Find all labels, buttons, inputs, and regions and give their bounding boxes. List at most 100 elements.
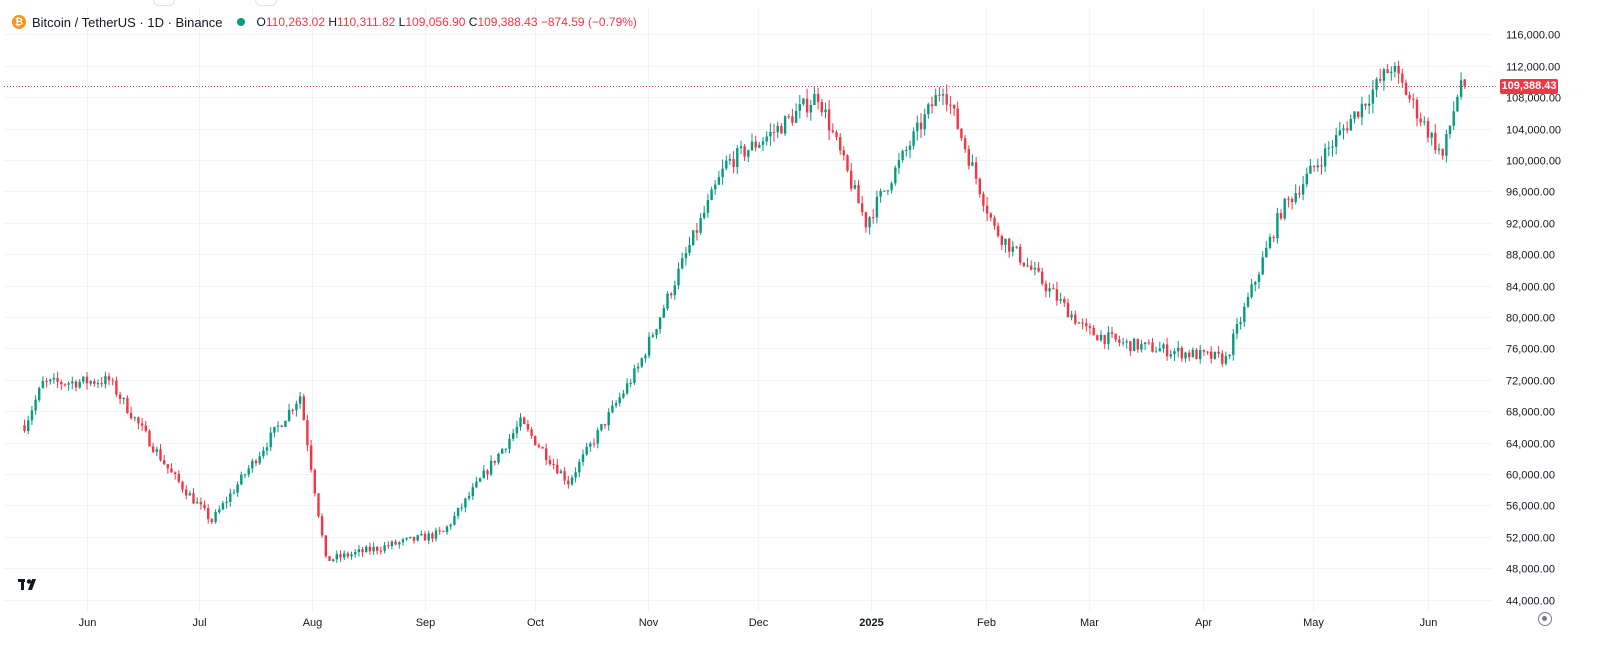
candle xyxy=(1335,127,1338,155)
candle-body xyxy=(456,508,460,516)
candle xyxy=(1309,159,1312,174)
candle xyxy=(504,448,507,453)
candle-body xyxy=(890,183,893,191)
ohlc-values: O110,263.02 H110,311.82 L109,056.90 C109… xyxy=(257,15,637,29)
candle xyxy=(1235,317,1239,340)
candle xyxy=(1232,328,1235,361)
candle xyxy=(1063,296,1066,307)
candle-body xyxy=(218,509,221,513)
candle-body xyxy=(1055,289,1059,301)
candle-body xyxy=(967,149,970,166)
candle xyxy=(1463,79,1466,89)
candle-body xyxy=(1026,265,1029,267)
candle-body xyxy=(1305,173,1308,185)
candle-body xyxy=(273,426,276,433)
candle xyxy=(574,467,577,483)
candle xyxy=(453,511,456,526)
candle-body xyxy=(1316,165,1319,168)
candle-body xyxy=(879,190,882,197)
candle xyxy=(1048,282,1051,298)
candle xyxy=(67,381,70,391)
candle-body xyxy=(1357,111,1360,118)
candle xyxy=(140,417,144,432)
candle xyxy=(126,395,129,414)
candle xyxy=(346,551,350,559)
candle xyxy=(218,505,221,514)
candle xyxy=(1338,121,1341,136)
candle-body xyxy=(824,109,827,113)
candle xyxy=(941,88,945,106)
candle xyxy=(493,460,496,466)
candle xyxy=(1279,209,1283,221)
candle-body xyxy=(159,449,162,461)
candle-body xyxy=(908,145,912,150)
candle xyxy=(1353,111,1356,124)
candle-body xyxy=(320,516,324,536)
candle-body xyxy=(478,478,482,482)
candle-body xyxy=(850,170,853,189)
open-key: O xyxy=(256,15,266,29)
candle xyxy=(122,397,125,405)
candle xyxy=(853,180,857,190)
candle xyxy=(662,304,665,319)
symbol-title[interactable]: Bitcoin / TetherUS · 1D · Binance xyxy=(32,14,223,30)
candle xyxy=(471,482,474,500)
candle xyxy=(625,378,629,396)
candle-body xyxy=(1121,342,1125,344)
candle-body xyxy=(934,94,937,106)
candle-body xyxy=(585,446,588,455)
candle xyxy=(1382,67,1386,91)
candle-body xyxy=(1015,246,1018,248)
x-tick-label: Feb xyxy=(977,617,996,629)
candle-body xyxy=(89,381,92,384)
candle xyxy=(1125,338,1128,349)
candle xyxy=(908,140,912,159)
candle-body xyxy=(144,425,147,431)
candle-body xyxy=(1331,146,1334,148)
candle xyxy=(170,463,173,473)
candle xyxy=(1217,345,1220,358)
candle xyxy=(750,133,754,151)
candle xyxy=(1452,101,1455,130)
candle xyxy=(644,353,647,363)
y-tick-label: 96,000.00 xyxy=(1506,187,1555,199)
candle xyxy=(1265,241,1268,258)
candle-body xyxy=(1140,344,1143,350)
candle xyxy=(960,128,963,142)
tradingview-logo-icon[interactable] xyxy=(18,578,40,592)
candle-body xyxy=(423,533,427,541)
candle xyxy=(971,154,974,167)
candle xyxy=(368,542,372,555)
candle-body xyxy=(1228,354,1231,357)
settings-icon[interactable] xyxy=(1538,612,1552,626)
time-axis[interactable]: Jun Jul Aug Sep Oct Nov Dec 2025 Feb Mar Apr May Jun xyxy=(79,617,1438,629)
candle xyxy=(846,154,849,173)
candle xyxy=(1121,337,1125,347)
candle-body xyxy=(453,515,456,525)
candle xyxy=(1206,350,1209,355)
candle-body xyxy=(251,460,254,469)
candle-body xyxy=(438,530,441,532)
candle-body xyxy=(1353,111,1356,119)
candle xyxy=(985,197,989,222)
candle xyxy=(901,149,904,163)
candle xyxy=(787,114,790,119)
candle xyxy=(1415,97,1419,127)
candle-body xyxy=(328,556,331,561)
candle xyxy=(1011,240,1014,257)
candle xyxy=(769,123,772,146)
candle xyxy=(541,446,544,449)
candle xyxy=(692,230,695,246)
candle-body xyxy=(339,554,342,558)
candle-body xyxy=(1390,71,1393,73)
price-axis[interactable]: 116,000.00 112,000.00 108,000.00 104,000.00… xyxy=(1506,30,1561,608)
candle xyxy=(1239,317,1242,330)
candle-body xyxy=(467,496,471,499)
candle xyxy=(1257,271,1261,289)
candle xyxy=(872,209,875,224)
candle-body xyxy=(140,423,144,426)
candle xyxy=(1371,80,1375,114)
candle xyxy=(137,416,140,430)
